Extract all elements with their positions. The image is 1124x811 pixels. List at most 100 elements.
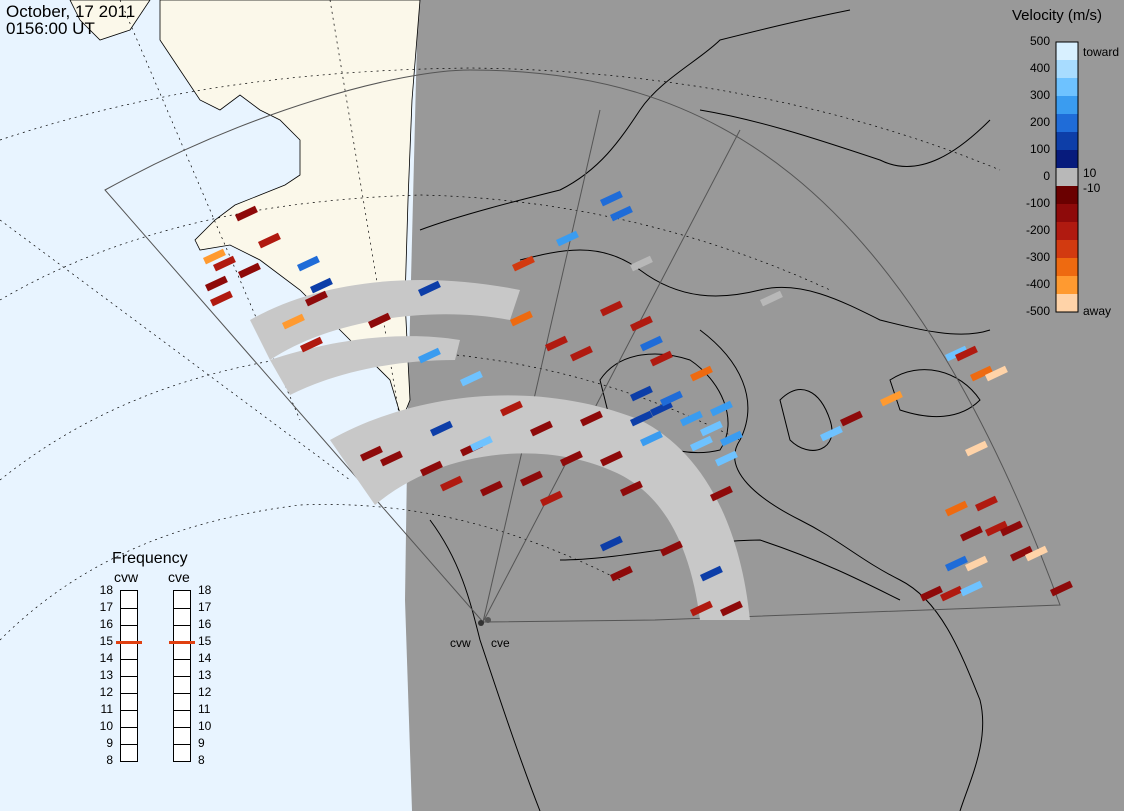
velocity-cell xyxy=(555,230,579,247)
velocity-cell xyxy=(630,315,653,332)
velocity-cell xyxy=(640,430,663,447)
velocity-cell xyxy=(610,565,633,582)
radar-fov xyxy=(104,69,1061,623)
radar-label-east: cve xyxy=(491,636,510,650)
colorbar-step xyxy=(1056,114,1078,133)
velocity-cell xyxy=(660,390,683,407)
velocity-cell xyxy=(300,336,323,353)
velocity-tick-label: 300 xyxy=(1029,88,1050,102)
frequency-gridline xyxy=(174,693,190,694)
velocity-cell xyxy=(519,470,543,487)
velocity-cell xyxy=(580,410,603,427)
velocity-cell xyxy=(305,290,328,307)
velocity-cell xyxy=(510,310,533,327)
velocity-cell xyxy=(984,365,1008,382)
velocity-legend-title: Velocity (m/s) xyxy=(1012,7,1103,24)
frequency-bar-east xyxy=(173,590,191,762)
frequency-legend-title: Frequency xyxy=(112,550,188,567)
radar-site-east xyxy=(485,617,491,623)
velocity-cell xyxy=(710,400,733,417)
colorbar-step xyxy=(1056,258,1078,277)
velocity-cell xyxy=(690,435,713,452)
velocity-cell xyxy=(570,345,593,362)
frequency-tick-left: 14 xyxy=(99,651,113,665)
frequency-tick-right: 10 xyxy=(198,719,212,733)
velocity-cell xyxy=(649,350,673,367)
colorbar-step xyxy=(1056,222,1078,241)
velocity-cell xyxy=(964,440,988,457)
velocity-cell xyxy=(680,410,703,427)
velocity-cell xyxy=(203,248,226,265)
velocity-cell xyxy=(205,275,228,292)
frequency-gridline xyxy=(121,676,137,677)
date-label: October, 17 2011 xyxy=(6,2,136,21)
frequency-indicator-west xyxy=(116,641,142,644)
velocity-cell xyxy=(234,205,258,222)
velocity-cell xyxy=(660,540,683,557)
velocity-cell xyxy=(944,500,968,517)
velocity-tick-label: -300 xyxy=(1025,250,1050,264)
velocity-cell xyxy=(944,555,968,572)
velocity-cell xyxy=(760,290,783,307)
colorbar-step xyxy=(1056,150,1078,169)
velocity-cell xyxy=(690,365,713,382)
velocity-tick-label: 0 xyxy=(1043,169,1050,183)
velocity-cell xyxy=(512,255,535,272)
toward-label: toward xyxy=(1083,45,1120,59)
siberia-land xyxy=(69,0,151,41)
velocity-cell xyxy=(964,555,988,572)
velocity-cell xyxy=(420,460,443,477)
velocity-cell xyxy=(418,347,441,364)
velocity-cell xyxy=(969,365,993,382)
velocity-cell xyxy=(359,445,383,462)
velocity-cell xyxy=(600,450,623,467)
velocity-tick-label: -200 xyxy=(1025,223,1050,237)
frequency-bar-west xyxy=(120,590,138,762)
velocity-cell xyxy=(530,420,553,437)
frequency-tick-right: 9 xyxy=(198,736,205,750)
frequency-tick-left: 16 xyxy=(99,617,113,631)
velocity-cell xyxy=(959,580,983,597)
frequency-gridline xyxy=(121,625,137,626)
frequency-tick-right: 17 xyxy=(198,600,212,614)
radar-label-west: cvw xyxy=(450,636,471,650)
velocity-cell xyxy=(630,410,653,427)
velocity-tick-label: 400 xyxy=(1029,61,1050,75)
velocity-tick-label: -400 xyxy=(1025,277,1050,291)
velocity-cell xyxy=(470,435,493,452)
velocity-cell xyxy=(429,420,453,437)
velocity-cell xyxy=(460,370,483,387)
velocity-cell xyxy=(945,345,968,362)
velocity-cell xyxy=(955,345,978,362)
frequency-gridline xyxy=(174,625,190,626)
velocity-tick-label: -100 xyxy=(1025,196,1050,210)
frequency-tick-left: 13 xyxy=(99,668,113,682)
velocity-cell xyxy=(609,205,633,222)
velocity-cell xyxy=(630,385,653,402)
frequency-tick-right: 14 xyxy=(198,651,212,665)
velocity-cell xyxy=(418,280,441,297)
velocity-cell xyxy=(710,485,733,502)
velocity-cell xyxy=(880,390,903,407)
velocity-colorbar xyxy=(1055,41,1079,313)
velocity-cell xyxy=(210,290,233,307)
night-shading xyxy=(405,0,1124,811)
velocity-cell xyxy=(600,535,623,552)
velocity-cell xyxy=(840,410,863,427)
velocity-cell xyxy=(620,480,643,497)
frequency-gridline xyxy=(121,744,137,745)
velocity-cell xyxy=(1025,545,1048,562)
velocity-cell xyxy=(480,480,503,497)
frequency-gridline xyxy=(174,676,190,677)
velocity-cell xyxy=(919,585,943,602)
frequency-tick-right: 18 xyxy=(198,583,212,597)
colorbar-step xyxy=(1056,204,1078,223)
velocity-tick-label: 200 xyxy=(1029,115,1050,129)
velocity-cell xyxy=(649,400,673,417)
frequency-gridline xyxy=(174,710,190,711)
velocity-cell xyxy=(975,495,998,512)
frequency-gridline xyxy=(121,727,137,728)
frequency-gridline xyxy=(121,693,137,694)
frequency-gridline xyxy=(174,659,190,660)
